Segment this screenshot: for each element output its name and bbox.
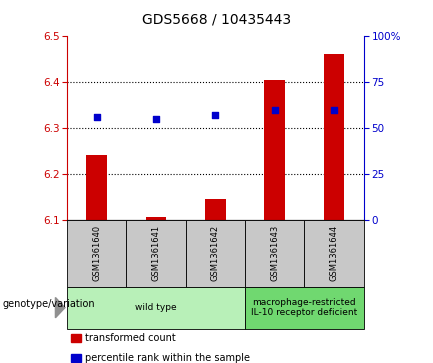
Text: GSM1361643: GSM1361643 xyxy=(270,225,279,281)
Bar xyxy=(324,54,344,220)
Bar xyxy=(87,155,107,220)
Text: GSM1361641: GSM1361641 xyxy=(152,225,161,281)
Text: GSM1361644: GSM1361644 xyxy=(330,225,339,281)
Point xyxy=(93,114,100,120)
Point xyxy=(212,112,219,118)
Bar xyxy=(205,199,226,220)
Bar xyxy=(265,80,285,220)
Point xyxy=(271,107,278,113)
Point xyxy=(331,107,338,113)
Text: genotype/variation: genotype/variation xyxy=(2,299,95,309)
Bar xyxy=(146,217,166,220)
Text: GDS5668 / 10435443: GDS5668 / 10435443 xyxy=(142,13,291,27)
Point xyxy=(152,116,159,122)
Text: percentile rank within the sample: percentile rank within the sample xyxy=(85,352,250,363)
Text: macrophage-restricted
IL-10 receptor deficient: macrophage-restricted IL-10 receptor def… xyxy=(251,298,358,317)
Text: GSM1361640: GSM1361640 xyxy=(92,225,101,281)
Text: transformed count: transformed count xyxy=(85,333,176,343)
Text: GSM1361642: GSM1361642 xyxy=(211,225,220,281)
Text: wild type: wild type xyxy=(135,303,177,312)
